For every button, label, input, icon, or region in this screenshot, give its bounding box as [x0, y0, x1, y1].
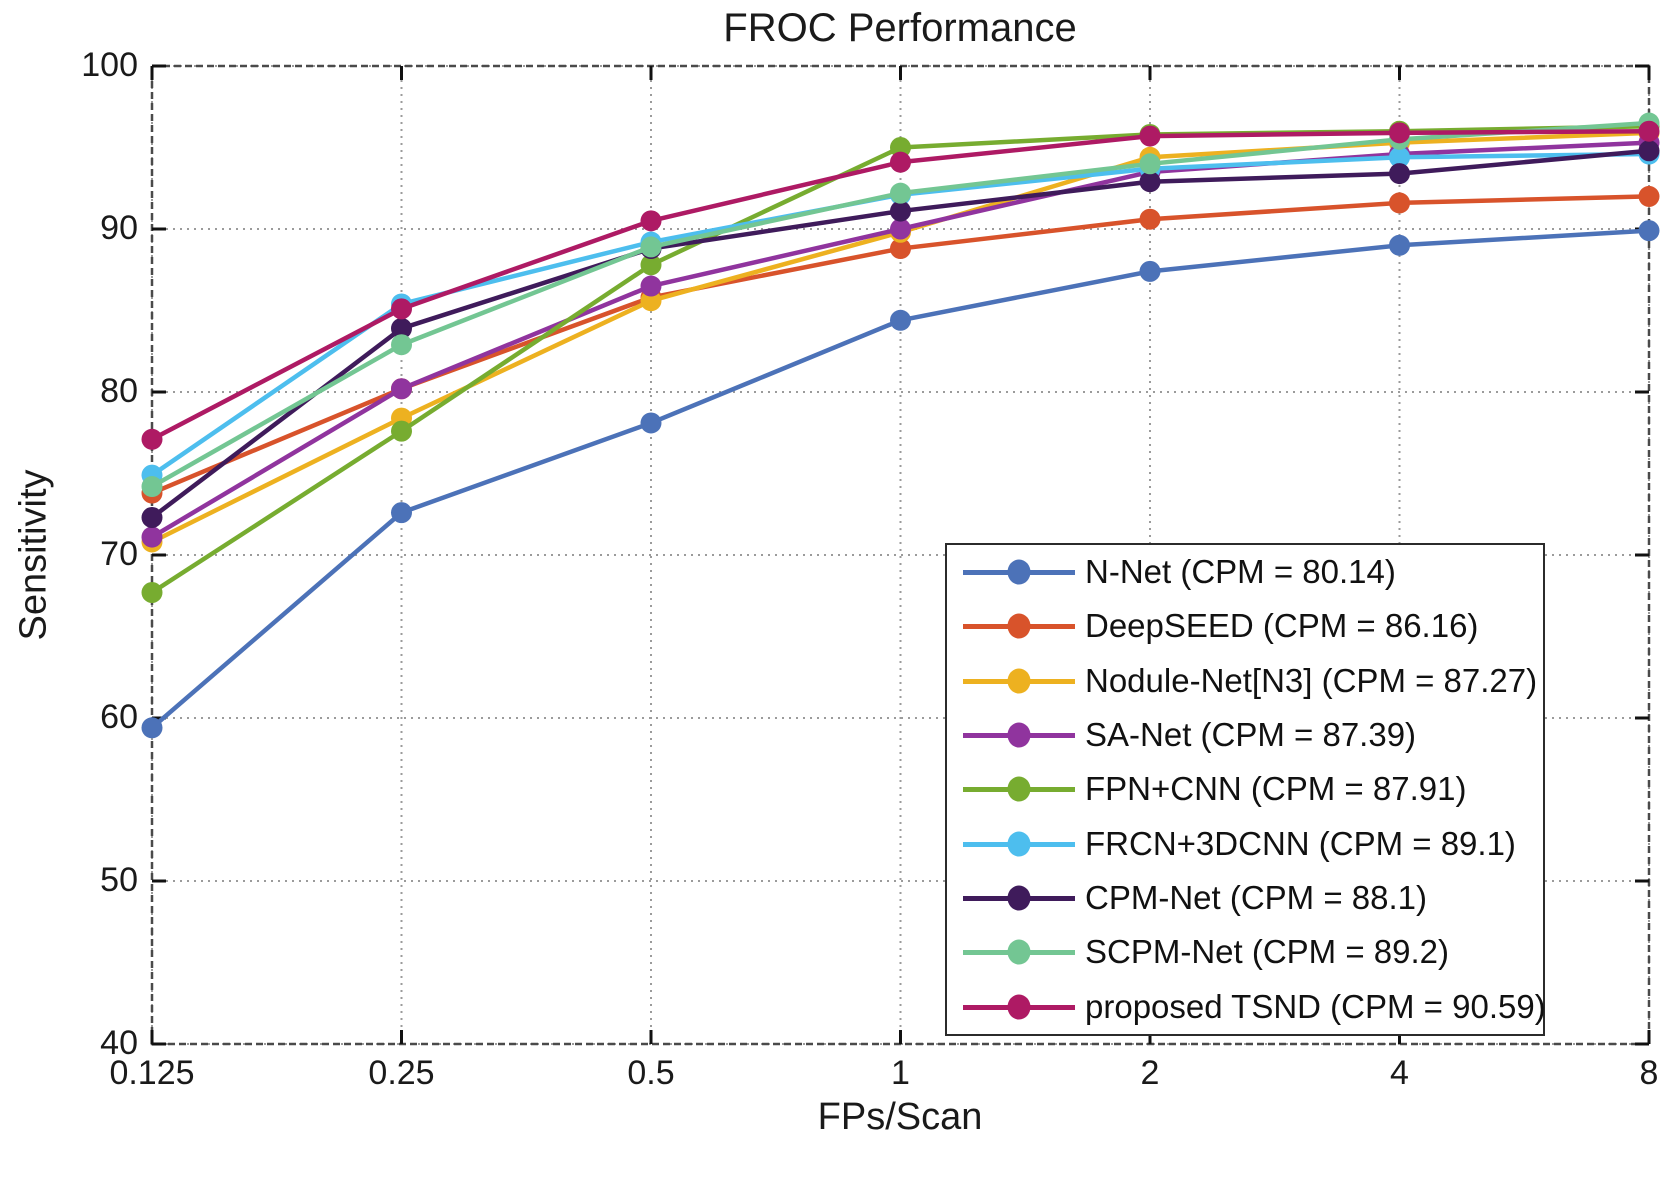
- data-point-marker: [890, 151, 911, 173]
- x-tick-label: 0.125: [109, 1054, 195, 1092]
- x-tick-label: 1: [891, 1054, 910, 1092]
- data-point-marker: [890, 137, 911, 158]
- data-point-marker: [1389, 234, 1410, 256]
- legend-circle-marker-icon: [1007, 613, 1031, 639]
- y-tick-label: 90: [100, 209, 138, 247]
- legend-item-label: DeepSEED (CPM = 86.16): [1085, 607, 1479, 645]
- data-point-marker: [391, 298, 412, 320]
- data-point-marker: [1139, 171, 1161, 193]
- legend-circle-marker-icon: [1007, 559, 1031, 585]
- legend-item: CPM-Net (CPM = 88.1): [947, 872, 1543, 924]
- data-point-marker: [1389, 146, 1410, 168]
- x-axis-label: FPs/Scan: [817, 1096, 983, 1138]
- data-point-marker: [141, 526, 163, 548]
- x-tick-label: 0.5: [627, 1054, 675, 1092]
- legend-line-marker-icon: [963, 884, 1075, 912]
- data-point-marker: [890, 238, 911, 260]
- legend-line-marker-icon: [963, 558, 1075, 586]
- legend-item-label: N-Net (CPM = 80.14): [1085, 553, 1396, 591]
- data-point-marker: [391, 420, 412, 442]
- data-point-marker: [1638, 120, 1660, 142]
- data-point-marker: [1139, 153, 1161, 175]
- legend-circle-marker-icon: [1007, 994, 1031, 1020]
- legend-circle-marker-icon: [1007, 668, 1031, 694]
- data-point-marker: [391, 317, 412, 339]
- y-tick-label: 80: [100, 372, 138, 410]
- data-point-marker: [1638, 140, 1660, 162]
- legend-line-marker-icon: [963, 938, 1075, 966]
- data-point-marker: [1389, 192, 1410, 214]
- legend-circle-marker-icon: [1007, 831, 1031, 857]
- legend-item: proposed TSND (CPM = 90.59): [947, 981, 1546, 1033]
- data-point-marker: [640, 412, 662, 434]
- legend-item-label: CPM-Net (CPM = 88.1): [1085, 879, 1427, 917]
- legend-item: FRCN+3DCNN (CPM = 89.1): [947, 818, 1543, 870]
- data-point-marker: [141, 717, 163, 739]
- data-point-marker: [890, 309, 911, 331]
- data-point-marker: [640, 236, 662, 258]
- data-point-marker: [141, 428, 163, 450]
- data-point-marker: [640, 290, 662, 312]
- y-tick-label: 60: [100, 698, 138, 736]
- legend-item: FPN+CNN (CPM = 87.91): [947, 763, 1543, 815]
- data-point-marker: [1389, 122, 1410, 144]
- legend-line-marker-icon: [963, 612, 1075, 640]
- legend-item-label: SA-Net (CPM = 87.39): [1085, 716, 1417, 754]
- legend-item-label: FPN+CNN (CPM = 87.91): [1085, 770, 1467, 808]
- data-point-marker: [391, 378, 412, 400]
- series-line: [149, 128, 1652, 442]
- data-point-marker: [141, 507, 163, 529]
- legend-item: SA-Net (CPM = 87.39): [947, 709, 1543, 761]
- x-tick-label: 8: [1639, 1054, 1659, 1092]
- x-tick-label: 0.25: [368, 1054, 435, 1092]
- legend-item: SCPM-Net (CPM = 89.2): [947, 926, 1543, 978]
- data-point-marker: [391, 334, 412, 356]
- y-tick-label: 70: [100, 535, 138, 573]
- legend-item-label: proposed TSND (CPM = 90.59): [1085, 987, 1546, 1025]
- legend-item-label: FRCN+3DCNN (CPM = 89.1): [1085, 824, 1516, 862]
- data-point-marker: [640, 275, 662, 297]
- legend-item-label: SCPM-Net (CPM = 89.2): [1085, 933, 1449, 971]
- data-point-marker: [640, 210, 662, 232]
- data-point-marker: [1638, 220, 1660, 242]
- data-point-marker: [391, 502, 412, 524]
- legend-line-marker-icon: [963, 721, 1075, 749]
- data-point-marker: [640, 254, 662, 276]
- data-point-marker: [141, 581, 163, 603]
- data-point-marker: [890, 218, 911, 240]
- data-point-marker: [1638, 185, 1660, 207]
- data-point-marker: [890, 200, 911, 222]
- legend-circle-marker-icon: [1007, 939, 1031, 965]
- y-tick-label: 40: [100, 1024, 138, 1062]
- legend-item-label: Nodule-Net[N3] (CPM = 87.27): [1085, 661, 1538, 699]
- legend-circle-marker-icon: [1007, 776, 1031, 802]
- legend-circle-marker-icon: [1007, 722, 1031, 748]
- data-point-marker: [1389, 163, 1410, 185]
- data-point-marker: [1139, 125, 1161, 147]
- legend-line-marker-icon: [963, 775, 1075, 803]
- legend-line-marker-icon: [963, 830, 1075, 858]
- x-tick-label: 4: [1390, 1054, 1409, 1092]
- data-point-marker: [1139, 208, 1161, 230]
- data-point-marker: [141, 476, 163, 498]
- chart-title: FROC Performance: [723, 6, 1077, 50]
- legend-circle-marker-icon: [1007, 885, 1031, 911]
- legend-box: N-Net (CPM = 80.14) DeepSEED (CPM = 86.16…: [945, 543, 1546, 1036]
- data-point-marker: [1139, 260, 1161, 282]
- legend-line-marker-icon: [963, 667, 1075, 695]
- legend-item: N-Net (CPM = 80.14): [947, 546, 1543, 598]
- legend-item: Nodule-Net[N3] (CPM = 87.27): [947, 655, 1543, 707]
- y-tick-label: 50: [100, 861, 138, 899]
- data-point-marker: [890, 182, 911, 204]
- legend-line-marker-icon: [963, 993, 1075, 1021]
- x-tick-label: 2: [1140, 1054, 1160, 1092]
- y-tick-label: 100: [81, 46, 138, 84]
- legend-item: DeepSEED (CPM = 86.16): [947, 600, 1543, 652]
